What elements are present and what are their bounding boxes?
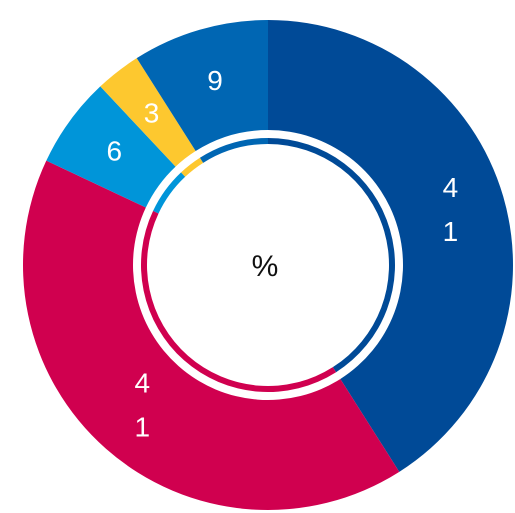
value-label: 9 <box>207 65 223 96</box>
inner-ring-segment <box>199 138 268 163</box>
inner-ring-segment <box>153 172 186 214</box>
value-label: 6 <box>106 136 122 167</box>
center-label: % <box>252 250 279 283</box>
value-label: 3 <box>144 97 160 128</box>
donut-segment <box>268 20 513 472</box>
inner-ring-segment <box>181 157 204 177</box>
donut-segment <box>22 160 400 510</box>
donut-segment <box>136 20 268 152</box>
donut-segment <box>46 86 176 208</box>
donut-segment <box>100 58 196 167</box>
